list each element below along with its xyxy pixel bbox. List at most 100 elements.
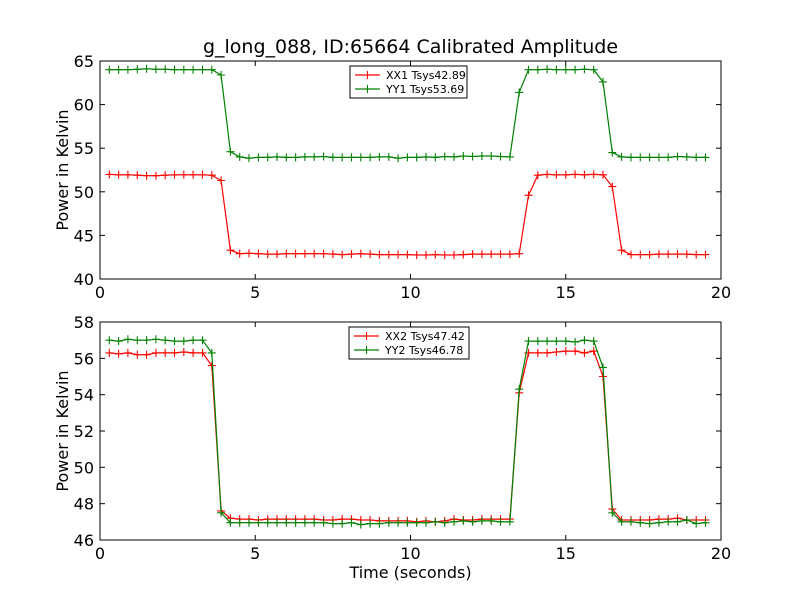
y-tick-label: 45 — [74, 226, 94, 245]
data-point-marker — [310, 152, 319, 161]
data-point-marker — [701, 250, 710, 259]
data-point-marker — [114, 349, 123, 358]
data-point-marker — [151, 171, 160, 180]
data-point-marker — [422, 518, 430, 527]
data-point-marker — [496, 517, 505, 526]
data-point-marker — [459, 250, 468, 259]
data-point-marker — [198, 170, 207, 179]
data-point-marker — [571, 170, 580, 179]
data-point-marker — [384, 250, 393, 259]
data-point-marker — [617, 152, 626, 161]
y-tick-label: 46 — [74, 531, 94, 550]
data-point-marker — [105, 65, 114, 74]
data-point-marker — [366, 153, 375, 162]
data-point-marker — [366, 250, 375, 259]
data-point-marker — [571, 65, 580, 74]
data-point-marker — [142, 64, 151, 73]
data-point-marker — [561, 337, 570, 346]
data-point-marker — [245, 249, 253, 258]
data-point-marker — [533, 337, 542, 346]
data-point-marker — [440, 518, 449, 527]
data-point-marker — [217, 71, 226, 79]
data-point-marker — [347, 518, 356, 527]
data-point-marker — [291, 153, 300, 162]
data-point-marker — [477, 152, 486, 160]
legend-box — [349, 65, 468, 99]
data-point-marker — [198, 336, 207, 345]
data-point-marker — [179, 348, 188, 356]
legend-swatch-marker — [362, 346, 371, 354]
data-point-marker — [450, 152, 458, 161]
data-point-marker — [217, 508, 226, 517]
data-point-marker — [673, 152, 682, 161]
data-point-marker — [664, 517, 673, 526]
data-point-marker — [636, 250, 645, 259]
x-tick-label: 0 — [95, 544, 105, 563]
y-tick-label: 50 — [74, 183, 94, 202]
data-point-marker — [189, 170, 198, 179]
data-point-marker — [235, 249, 244, 258]
data-point-marker — [692, 153, 701, 162]
data-point-marker — [133, 350, 142, 359]
data-point-marker — [394, 250, 403, 259]
data-point-marker — [133, 65, 142, 74]
data-point-marker — [356, 520, 365, 529]
x-tick-label: 10 — [400, 544, 420, 563]
data-point-marker — [543, 170, 552, 179]
data-point-marker — [496, 152, 505, 161]
data-point-marker — [254, 249, 263, 258]
data-point-marker — [654, 250, 663, 259]
data-point-marker — [123, 348, 132, 357]
data-point-marker — [263, 153, 272, 162]
data-point-marker — [328, 250, 337, 259]
data-point-marker — [580, 170, 589, 179]
data-point-marker — [282, 518, 291, 527]
y-tick-label: 52 — [74, 422, 94, 441]
data-point-marker — [450, 251, 458, 259]
data-point-marker — [450, 517, 458, 526]
data-point-marker — [273, 250, 281, 259]
x-tick-label: 5 — [250, 283, 260, 302]
data-point-marker — [571, 338, 580, 346]
data-point-marker — [505, 250, 514, 259]
y-tick-label: 55 — [74, 139, 94, 158]
data-point-marker — [468, 250, 477, 259]
y-tick-label: 56 — [74, 349, 94, 368]
y-tick-label: 58 — [74, 313, 94, 332]
data-point-marker — [105, 170, 114, 179]
y-axis-label: Power in Kelvin — [53, 109, 72, 230]
data-point-marker — [524, 191, 533, 200]
data-point-marker — [496, 250, 505, 259]
data-point-marker — [636, 518, 645, 527]
data-point-marker — [589, 337, 598, 346]
data-point-marker — [627, 153, 635, 162]
subplot-2: 0 5 10 15 20 46 48 50 52 54 56 58 Power in Kelvin XX2… — [53, 313, 731, 563]
data-point-marker — [319, 518, 328, 527]
y-tick-label: 40 — [74, 270, 94, 289]
data-point-marker — [375, 250, 384, 259]
data-point-marker — [356, 153, 365, 162]
data-point-marker — [412, 518, 421, 527]
data-point-marker — [627, 517, 635, 526]
data-point-marker — [384, 152, 393, 161]
data-point-marker — [170, 170, 179, 179]
data-point-marker — [161, 336, 170, 345]
data-point-marker — [245, 518, 253, 527]
data-point-marker — [403, 250, 412, 259]
data-point-marker — [552, 65, 561, 74]
data-point-marker — [273, 518, 281, 527]
data-point-marker — [487, 516, 496, 525]
data-point-marker — [580, 65, 589, 74]
data-point-marker — [291, 518, 300, 527]
data-point-marker — [366, 519, 375, 528]
x-tick-label: 10 — [400, 283, 420, 302]
data-point-marker — [515, 385, 524, 394]
data-point-marker — [552, 337, 561, 346]
data-point-marker — [394, 154, 403, 163]
data-point-marker — [282, 153, 291, 162]
data-point-marker — [580, 348, 589, 357]
data-point-marker — [300, 152, 309, 161]
data-point-marker — [515, 249, 524, 258]
data-point-marker — [356, 249, 365, 258]
data-point-marker — [328, 519, 337, 528]
